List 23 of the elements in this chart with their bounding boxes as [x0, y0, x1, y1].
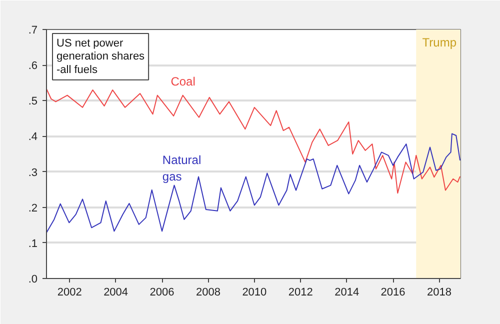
series-label: Coal [170, 74, 196, 88]
line-series [46, 133, 460, 234]
y-tick-label: .1 [28, 238, 38, 250]
y-tick-label: .3 [28, 166, 38, 179]
text: US net power generation shares -all fuels [56, 38, 146, 76]
x-tick-label: 2008 [196, 286, 220, 298]
x-tick-label: 2006 [150, 286, 174, 298]
x-tick-label: 2012 [288, 286, 313, 298]
y-tick-label: .6 [28, 60, 38, 72]
band-label: Trump [422, 36, 457, 50]
y-tick-label: .2 [28, 202, 38, 214]
y-tick-label: .7 [28, 24, 38, 36]
y-tick-label: .0 [28, 274, 38, 286]
series-label: Natural gas [162, 152, 202, 184]
x-tick-label: 2016 [380, 286, 406, 298]
x-tick-label: 2004 [104, 286, 128, 298]
x-tick-label: 2018 [427, 286, 452, 298]
y-tick-label: .5 [28, 96, 38, 108]
y-tick-label: .4 [28, 131, 38, 144]
x-tick-label: 2002 [57, 286, 82, 298]
x-tick-label: 2014 [334, 286, 360, 298]
x-tick-label: 2010 [242, 286, 267, 298]
line-series [46, 88, 460, 194]
